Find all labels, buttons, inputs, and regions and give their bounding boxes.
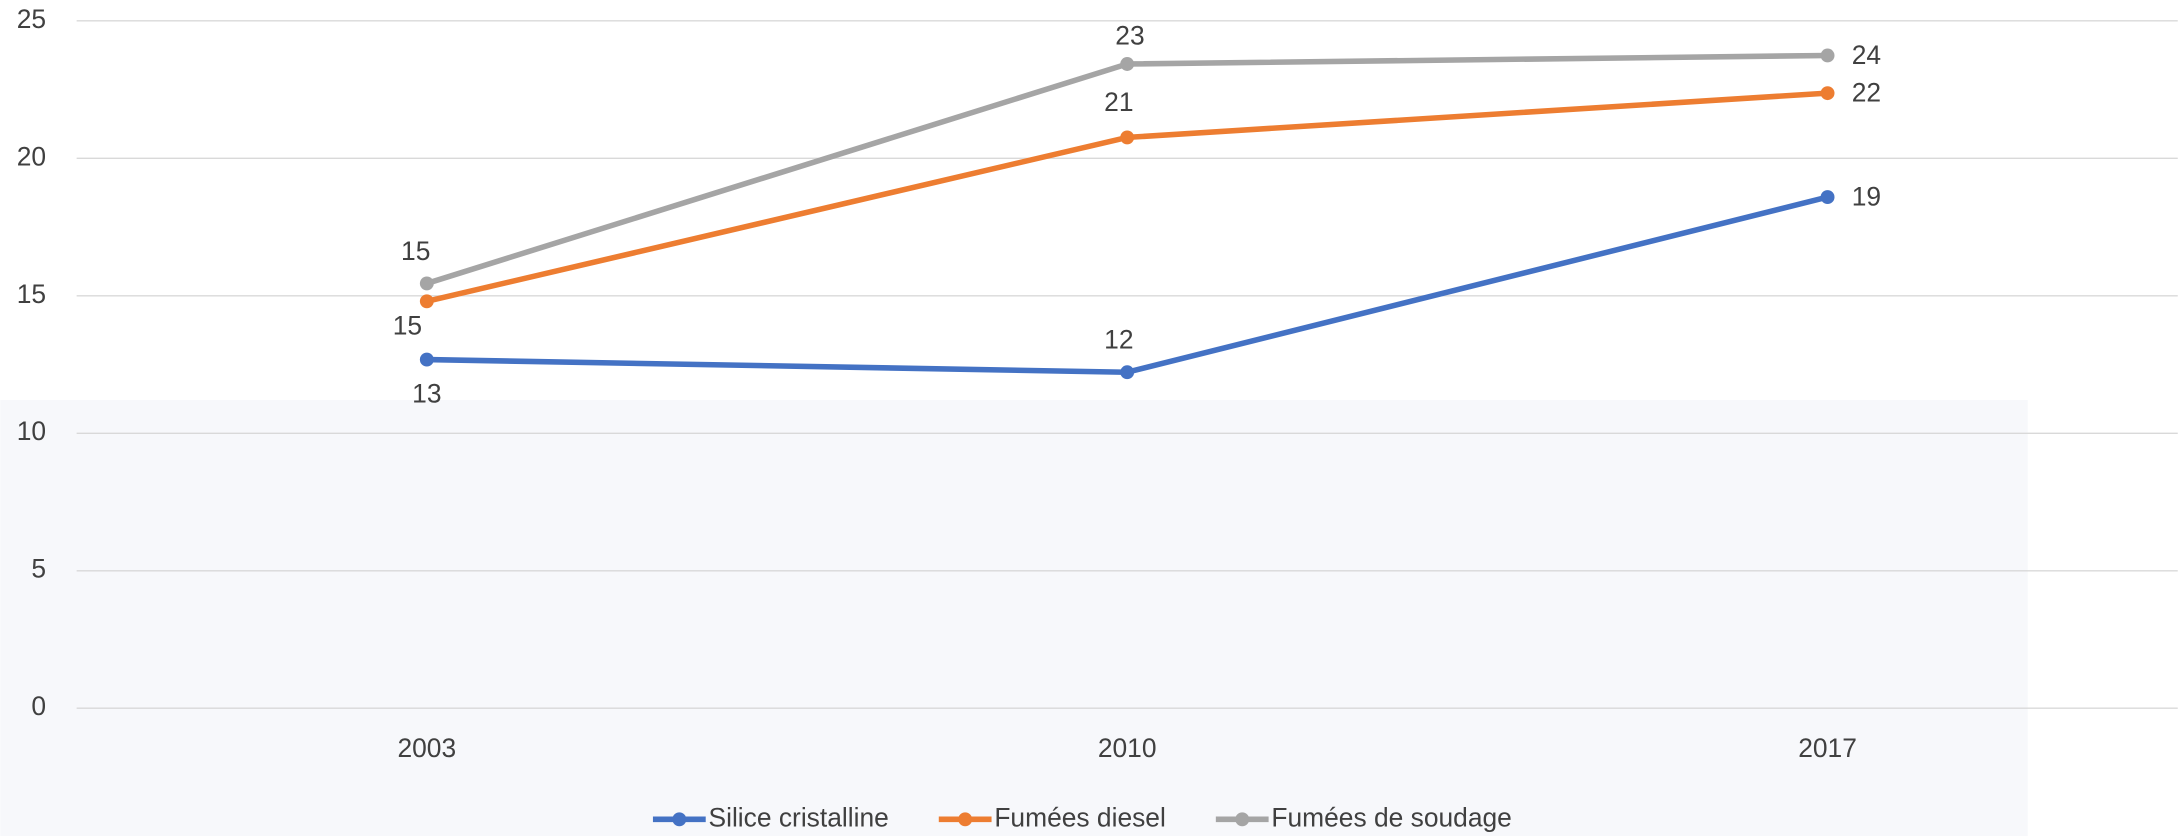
data-label: 12 <box>1104 325 1133 355</box>
y-tick-label: 0 <box>31 691 46 721</box>
line-series <box>426 90 1828 304</box>
legend-marker <box>958 812 973 827</box>
data-label: 15 <box>401 236 430 266</box>
data-point <box>1120 365 1135 380</box>
background-decoration <box>0 399 2028 836</box>
data-point <box>419 276 434 291</box>
y-tick-label: 10 <box>17 416 46 446</box>
data-point <box>1120 57 1135 71</box>
y-tick-label: 25 <box>17 4 46 34</box>
data-point <box>1820 190 1835 205</box>
legend-label: Silice cristalline <box>708 802 888 832</box>
legend-label: Fumées diesel <box>994 802 1166 832</box>
y-tick-label: 15 <box>17 279 46 309</box>
data-label: 21 <box>1104 87 1133 117</box>
data-label: 19 <box>1852 181 1881 211</box>
data-point <box>1120 130 1135 145</box>
y-tick-label: 5 <box>31 554 46 584</box>
x-tick-label: 2010 <box>1098 733 1157 763</box>
legend-marker <box>672 812 687 827</box>
data-label: 13 <box>412 379 441 409</box>
x-tick-label: 2017 <box>1798 733 1857 763</box>
data-point <box>1820 48 1835 63</box>
x-tick-label: 2003 <box>397 733 456 763</box>
legend-label: Fumées de soudage <box>1271 802 1511 832</box>
y-tick-label: 20 <box>17 141 46 171</box>
data-point <box>419 294 434 309</box>
data-label: 23 <box>1115 21 1144 51</box>
data-label: 15 <box>393 311 422 341</box>
data-label: 24 <box>1852 40 1881 70</box>
legend-marker <box>1235 812 1250 827</box>
data-label: 22 <box>1852 78 1881 108</box>
data-point <box>419 352 434 367</box>
data-point <box>1820 86 1835 101</box>
